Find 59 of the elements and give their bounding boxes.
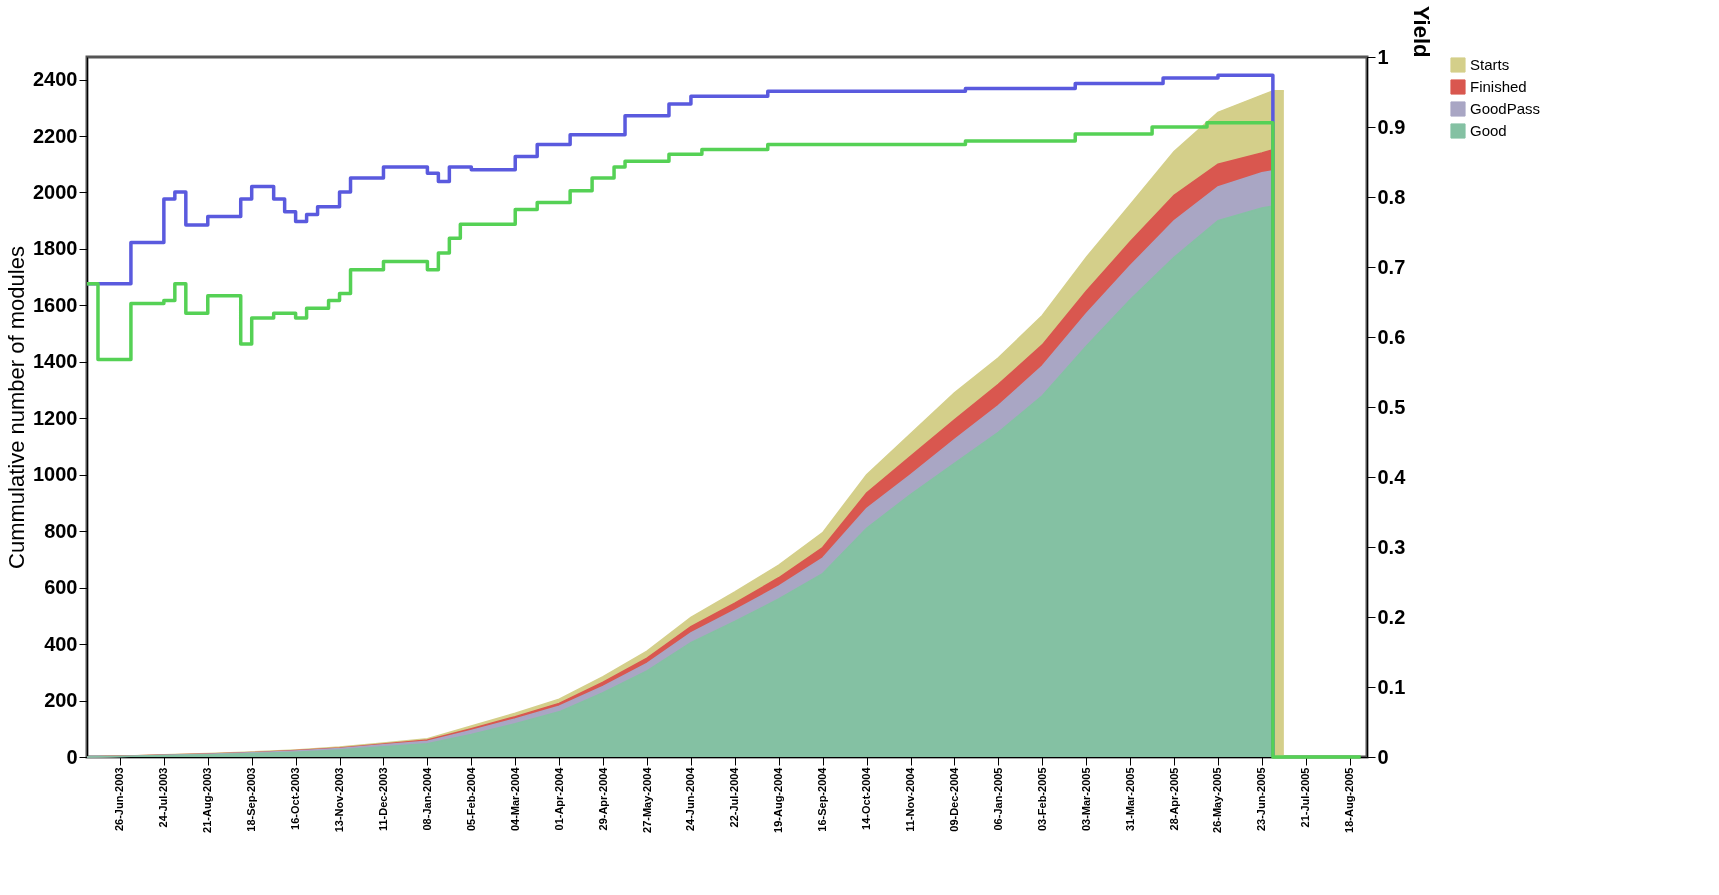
- x-tick-label: 22-Jul-2004: [728, 766, 741, 828]
- x-tick-label: 26-May-2005: [1211, 767, 1224, 833]
- y2-tick-label: 0.6: [1377, 325, 1406, 348]
- legend-label: Finished: [1470, 78, 1527, 95]
- y-tick-label: 0: [66, 745, 78, 768]
- legend-label: Good: [1470, 122, 1507, 139]
- x-tick-label: 24-Jul-2003: [157, 767, 170, 828]
- legend-label: Starts: [1470, 56, 1510, 73]
- y-tick-label: 2200: [33, 124, 78, 147]
- y-tick-label: 600: [44, 576, 78, 599]
- x-tick-label: 16-Oct-2003: [289, 767, 302, 830]
- x-tick-label: 03-Feb-2005: [1035, 767, 1048, 832]
- y-tick-label: 1800: [33, 237, 78, 260]
- y2-tick-label: 0.8: [1377, 185, 1406, 208]
- y-tick-label: 1000: [33, 463, 78, 486]
- y2-tick-label: 0.2: [1377, 605, 1406, 628]
- x-tick-label: 06-Jan-2005: [991, 767, 1004, 831]
- y-tick-label: 200: [44, 689, 78, 712]
- x-tick-label: 29-Apr-2004: [596, 766, 609, 831]
- x-tick-label: 09-Dec-2004: [947, 766, 960, 832]
- y-tick-label: 1200: [33, 406, 78, 429]
- y-tick-label: 1600: [33, 293, 78, 316]
- x-tick-label: 11-Nov-2004: [904, 766, 917, 832]
- x-tick-label: 21-Aug-2003: [201, 767, 214, 833]
- x-tick-label: 14-Oct-2004: [860, 766, 873, 830]
- x-tick-label: 01-Apr-2004: [552, 766, 565, 831]
- y2-axis-title: Yield: [1409, 5, 1435, 58]
- y-tick-label: 1400: [33, 350, 78, 373]
- y-tick-label: 800: [44, 519, 78, 542]
- y-axis-title: Cummulative number of modules: [4, 246, 30, 569]
- y2-tick-label: 0.3: [1377, 535, 1406, 558]
- x-tick-label: 04-Mar-2004: [508, 766, 521, 832]
- x-tick-label: 31-Mar-2005: [1123, 767, 1136, 832]
- x-tick-label: 26-Jun-2003: [113, 767, 126, 832]
- legend-label: GoodPass: [1470, 100, 1541, 117]
- y2-tick-label: 1: [1377, 45, 1389, 68]
- x-tick-label: 11-Dec-2003: [376, 767, 389, 832]
- x-tick-label: 18-Aug-2005: [1343, 767, 1356, 833]
- y-tick-label: 2400: [33, 68, 78, 91]
- y-tick-label: 400: [44, 632, 78, 655]
- y2-tick-label: 0.1: [1377, 675, 1406, 698]
- x-tick-label: 24-Jun-2004: [684, 766, 697, 832]
- y2-tick-label: 0.4: [1377, 465, 1407, 488]
- x-tick-label: 05-Feb-2004: [464, 766, 477, 832]
- x-tick-label: 21-Jul-2005: [1299, 767, 1312, 828]
- x-tick-label: 19-Aug-2004: [772, 766, 785, 833]
- x-tick-label: 13-Nov-2003: [333, 767, 346, 833]
- y2-tick-label: 0: [1377, 745, 1389, 768]
- y2-tick-label: 0.7: [1377, 255, 1406, 278]
- x-tick-label: 27-May-2004: [640, 766, 653, 833]
- y2-tick-label: 0.9: [1377, 115, 1406, 138]
- x-tick-label: 28-Apr-2005: [1167, 767, 1180, 831]
- y-tick-label: 2000: [33, 180, 78, 203]
- y2-tick-label: 0.5: [1377, 395, 1406, 418]
- x-tick-label: 03-Mar-2005: [1079, 767, 1092, 832]
- x-tick-label: 18-Sep-2003: [245, 767, 258, 832]
- x-tick-label: 16-Sep-2004: [816, 766, 829, 832]
- x-tick-label: 23-Jun-2005: [1255, 767, 1268, 832]
- x-tick-label: 08-Jan-2004: [420, 766, 433, 831]
